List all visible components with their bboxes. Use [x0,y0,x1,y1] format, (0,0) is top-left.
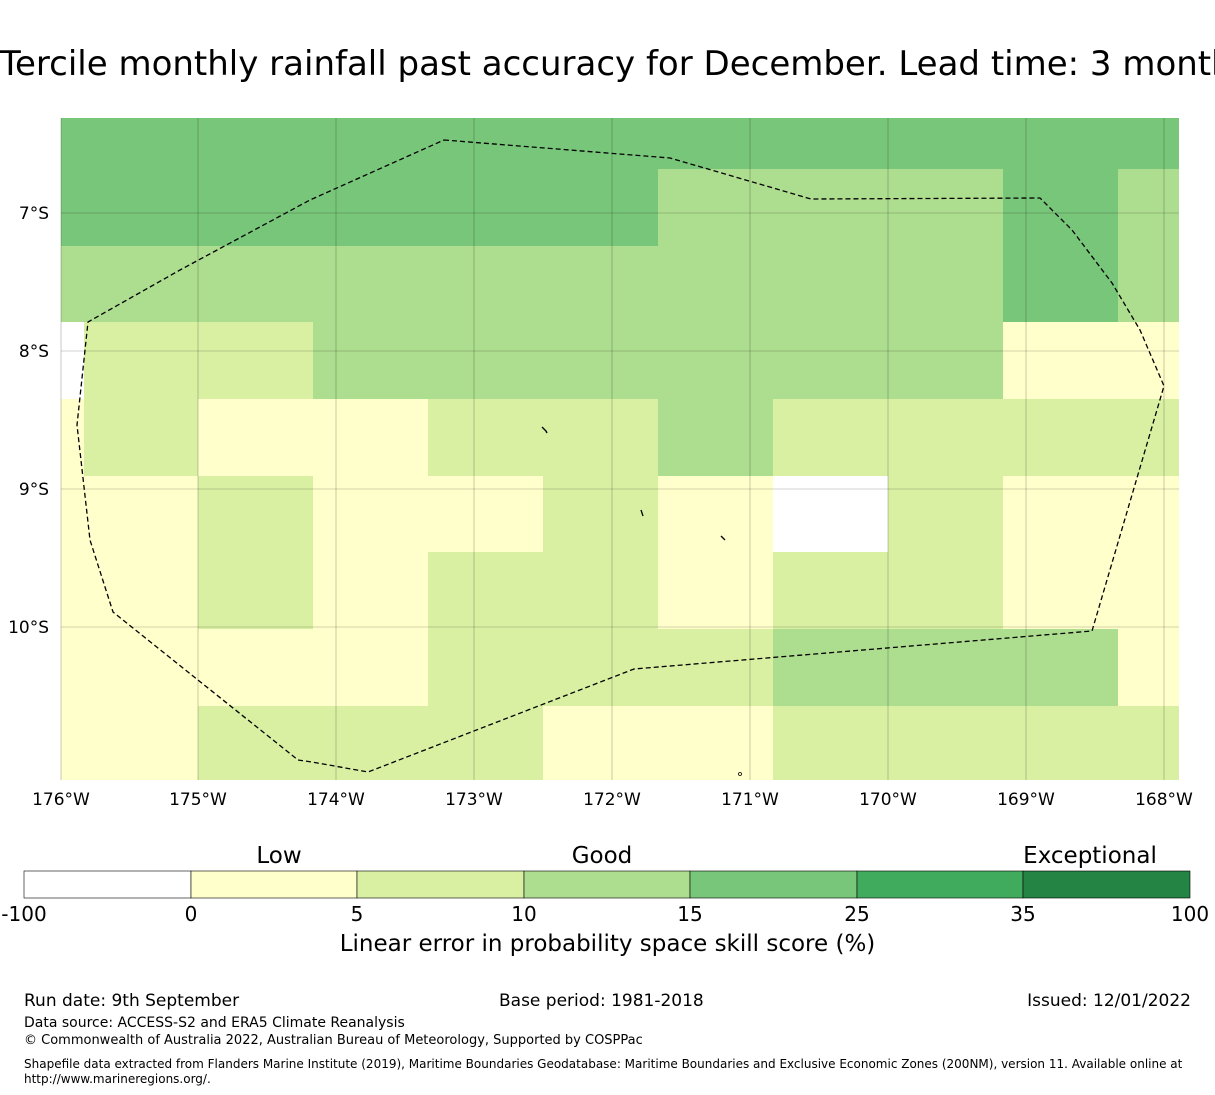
island [720,535,726,541]
colorbar-tick: 15 [677,902,703,926]
skill-cell [1003,476,1179,552]
longitude-label: 169°W [997,790,1055,810]
skill-cell [1118,246,1179,322]
longitude-label: 171°W [721,790,779,810]
skill-cell [658,169,1003,246]
skill-cell [428,629,773,706]
skill-cell [198,399,428,476]
map-title: Tercile monthly rainfall past accuracy f… [0,44,1215,84]
longitude-label: 176°W [32,790,90,810]
colorbar-tick: 25 [844,902,870,926]
longitude-label: 168°W [1135,790,1193,810]
skill-cell [773,399,1179,476]
colorbar-tick: 10 [511,902,537,926]
longitude-label: 175°W [169,790,227,810]
island [541,426,548,434]
skill-cell [61,118,1179,169]
skill-cell [773,552,1003,629]
skill-cell [61,706,198,780]
skill-cell [61,169,658,246]
skill-cell [1003,246,1118,322]
latitude-label: 10°S [8,618,49,638]
skill-cell [888,476,1003,552]
skill-cell [1118,169,1179,246]
base-period: Base period: 1981-2018 [499,991,704,1011]
skill-cell [61,399,84,476]
skill-cell [1118,629,1179,706]
skill-cell [198,706,543,780]
colorbar-segment [356,870,525,899]
issued-date: Issued: 12/01/2022 [1027,991,1191,1011]
skill-cell [313,552,428,629]
skill-cell [658,476,773,552]
longitude-label: 172°W [583,790,641,810]
colorbar-word-low: Low [256,843,302,869]
island [738,772,742,776]
skill-cell [543,476,658,552]
skill-cell [61,552,198,629]
skill-cell [313,322,1003,399]
skill-cell [84,399,198,476]
colorbar-tick: 5 [350,902,364,926]
skill-cell [61,476,198,552]
skill-cell [313,476,543,552]
colorbar-label: Linear error in probability space skill … [339,931,876,957]
skill-map: 7°S 8°S 9°S 10°S 176°W 175°W 174°W 173°W 172°W 17… [8,118,1193,810]
island [640,509,644,517]
skill-cell [658,399,773,476]
skill-cell [658,552,773,629]
colorbar [23,870,1191,899]
skill-cell [1003,169,1118,246]
colorbar-segment [23,870,192,899]
colorbar-tick: 0 [184,902,198,926]
longitude-label: 173°W [445,790,503,810]
colorbar-tick: -100 [1,902,47,926]
latitude-label: 7°S [19,204,49,224]
colorbar-tick: 100 [1170,902,1210,926]
latitude-label: 8°S [19,342,49,362]
colorbar-segment [1022,870,1191,899]
skill-cell [84,322,313,399]
data-source: Data source: ACCESS-S2 and ERA5 Climate … [24,1015,405,1031]
skill-cell [773,706,1179,780]
shapefile-credit: Shapefile data extracted from Flanders M… [24,1057,1183,1086]
skill-cell [61,629,428,706]
skill-cell [773,629,1118,706]
skill-cell [1003,322,1179,399]
skill-cell [61,246,1003,322]
eez-boundary [76,139,1165,773]
latitude-label: 9°S [19,480,49,500]
colorbar-segment [856,870,1024,899]
colorbar-word-exceptional: Exceptional [1023,843,1157,869]
colorbar-segment [523,870,691,899]
skill-cell [198,476,313,552]
skill-cell [773,476,888,552]
skill-cell [543,706,773,780]
longitude-label: 174°W [307,790,365,810]
skill-cell [428,399,658,476]
longitude-label: 170°W [859,790,917,810]
colorbar-word-good: Good [571,843,633,869]
colorbar-segment [689,870,858,899]
colorbar-tick: 35 [1010,902,1036,926]
skill-cell [61,322,84,399]
run-date: Run date: 9th September [24,991,240,1011]
copyright: © Commonwealth of Australia 2022, Austra… [24,1033,643,1048]
skill-cell [198,552,313,629]
colorbar-segment [190,870,358,899]
skill-cell [428,552,658,629]
skill-cell [1003,552,1179,629]
